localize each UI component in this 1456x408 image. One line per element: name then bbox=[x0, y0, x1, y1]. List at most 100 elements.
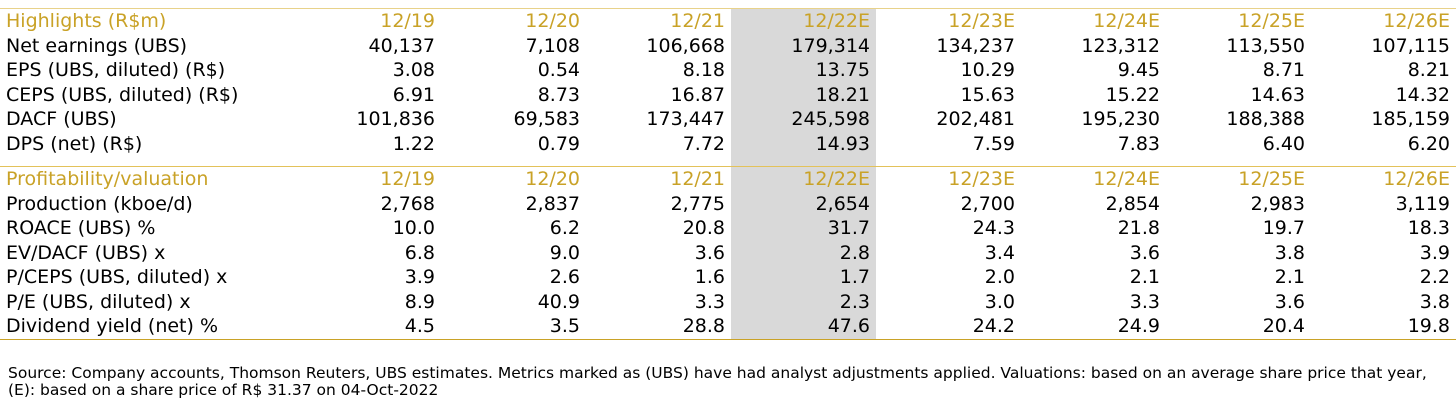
table-cell: 9.0 bbox=[549, 241, 580, 264]
table-cell: 24.9 bbox=[1021, 314, 1166, 340]
table-cell: 1.7 bbox=[731, 265, 876, 290]
year-header: 12/19 bbox=[296, 166, 441, 192]
table-cell: 1.6 bbox=[694, 266, 725, 289]
table-cell: 0.79 bbox=[537, 132, 580, 155]
table-cell: 16.87 bbox=[670, 83, 725, 106]
table-row: Net earnings (UBS) 40,137 7,108 106,668 179,… bbox=[0, 33, 1456, 58]
table-cell: 3.3 bbox=[1129, 290, 1160, 313]
table-cell: 7.59 bbox=[972, 132, 1015, 155]
table-cell: 3.08 bbox=[392, 59, 435, 82]
table-cell: 202,481 bbox=[936, 108, 1015, 131]
table-cell: 9.45 bbox=[1117, 59, 1160, 82]
table-cell: 3.8 bbox=[1419, 290, 1450, 313]
table-cell: 3.6 bbox=[1274, 290, 1305, 313]
table-cell: 3.4 bbox=[984, 241, 1015, 264]
table-cell: 2,983 bbox=[1250, 192, 1305, 215]
table-cell: 2.1 bbox=[1129, 266, 1160, 289]
year-header: 12/23E bbox=[876, 166, 1021, 192]
table-cell: 179,314 bbox=[731, 33, 876, 58]
table-cell: 14.32 bbox=[1395, 83, 1450, 106]
row-label: CEPS (UBS, diluted) (R$) bbox=[6, 83, 239, 106]
spacer-cell bbox=[731, 156, 876, 167]
table-cell: 18.21 bbox=[731, 82, 876, 107]
year-header: 12/26E bbox=[1311, 166, 1456, 192]
table-cell: 69,583 bbox=[513, 108, 580, 131]
spacer-cell bbox=[1166, 156, 1311, 167]
year-header: 12/24E bbox=[1021, 166, 1166, 192]
table-cell: 8.73 bbox=[537, 83, 580, 106]
table-cell: 15.63 bbox=[960, 83, 1015, 106]
table-cell: 8.9 bbox=[404, 290, 435, 313]
table-cell: 2,775 bbox=[670, 192, 725, 215]
table-cell: 101,836 bbox=[356, 108, 435, 131]
table-cell: 7,108 bbox=[525, 34, 580, 57]
row-label: P/E (UBS, diluted) x bbox=[6, 290, 191, 313]
table-cell: 4.5 bbox=[296, 314, 441, 340]
table-cell: 0.54 bbox=[537, 59, 580, 82]
table-cell: 2,700 bbox=[960, 192, 1015, 215]
table-cell: 8.21 bbox=[1407, 59, 1450, 82]
table-cell: 6.8 bbox=[404, 241, 435, 264]
year-header: 12/24E bbox=[1021, 8, 1166, 34]
table-cell: 19.7 bbox=[1262, 217, 1305, 240]
table-cell: 3.5 bbox=[441, 314, 586, 340]
source-note: Source: Company accounts, Thomson Reuter… bbox=[8, 364, 1427, 399]
row-label: Production (kboe/d) bbox=[6, 192, 193, 215]
section-title: Profitability/valuation bbox=[0, 166, 296, 192]
table-row: DPS (net) (R$) 1.22 0.79 7.72 14.93 7.59 7.83 6… bbox=[0, 131, 1456, 156]
row-label: Dividend yield (net) % bbox=[0, 314, 296, 340]
table-cell: 10.29 bbox=[960, 59, 1015, 82]
spacer-cell bbox=[876, 156, 1021, 167]
table-row: EPS (UBS, diluted) (R$) 3.08 0.54 8.18 13.75… bbox=[0, 58, 1456, 83]
table-cell: 20.8 bbox=[682, 217, 725, 240]
table-row: CEPS (UBS, diluted) (R$) 6.91 8.73 16.87 18.… bbox=[0, 82, 1456, 107]
year-header: 12/26E bbox=[1311, 8, 1456, 34]
table-cell: 188,388 bbox=[1226, 108, 1305, 131]
year-header: 12/22E bbox=[731, 166, 876, 192]
table-cell: 2,837 bbox=[525, 192, 580, 215]
spacer-cell bbox=[441, 156, 586, 167]
spacer-cell bbox=[1311, 156, 1456, 167]
section-header-row: Highlights (R$m) 12/19 12/20 12/21 12/22E 12/… bbox=[0, 8, 1456, 34]
table-cell: 2,654 bbox=[731, 191, 876, 216]
table-cell: 14.93 bbox=[731, 131, 876, 156]
table-cell: 3.3 bbox=[694, 290, 725, 313]
year-header: 12/22E bbox=[731, 8, 876, 34]
table-cell: 24.3 bbox=[972, 217, 1015, 240]
table-cell: 3.6 bbox=[694, 241, 725, 264]
table-row: P/E (UBS, diluted) x 8.9 40.9 3.3 2.3 3.0 3.3 3… bbox=[0, 289, 1456, 314]
year-header: 12/21 bbox=[586, 8, 731, 34]
table-cell: 7.83 bbox=[1117, 132, 1160, 155]
table-cell: 3.6 bbox=[1129, 241, 1160, 264]
table-cell: 19.8 bbox=[1311, 314, 1456, 340]
table-cell: 2.2 bbox=[1419, 266, 1450, 289]
table-cell: 2,854 bbox=[1105, 192, 1160, 215]
table-row: DACF (UBS) 101,836 69,583 173,447 245,598 202… bbox=[0, 107, 1456, 132]
table-cell: 18.3 bbox=[1407, 217, 1450, 240]
table-cell: 40,137 bbox=[368, 34, 435, 57]
table-cell: 2.3 bbox=[731, 289, 876, 314]
table-cell: 2.8 bbox=[731, 240, 876, 265]
table-cell: 173,447 bbox=[646, 108, 725, 131]
year-header: 12/20 bbox=[441, 8, 586, 34]
section-spacer bbox=[0, 156, 1456, 167]
table-cell: 20.4 bbox=[1166, 314, 1311, 340]
table-cell: 2.1 bbox=[1274, 266, 1305, 289]
table-cell: 31.7 bbox=[731, 216, 876, 241]
table-cell: 185,159 bbox=[1371, 108, 1450, 131]
section-title: Highlights (R$m) bbox=[0, 8, 296, 34]
year-header: 12/25E bbox=[1166, 166, 1311, 192]
table-cell: 1.22 bbox=[392, 132, 435, 155]
table-cell: 21.8 bbox=[1117, 217, 1160, 240]
table-cell: 40.9 bbox=[537, 290, 580, 313]
year-header: 12/19 bbox=[296, 8, 441, 34]
year-header: 12/25E bbox=[1166, 8, 1311, 34]
spacer-cell bbox=[0, 156, 296, 167]
table-cell: 2.0 bbox=[984, 266, 1015, 289]
spacer-cell bbox=[586, 156, 731, 167]
table-cell: 123,312 bbox=[1081, 34, 1160, 57]
row-label: Net earnings (UBS) bbox=[6, 34, 188, 57]
year-header: 12/20 bbox=[441, 166, 586, 192]
table-cell: 7.72 bbox=[682, 132, 725, 155]
